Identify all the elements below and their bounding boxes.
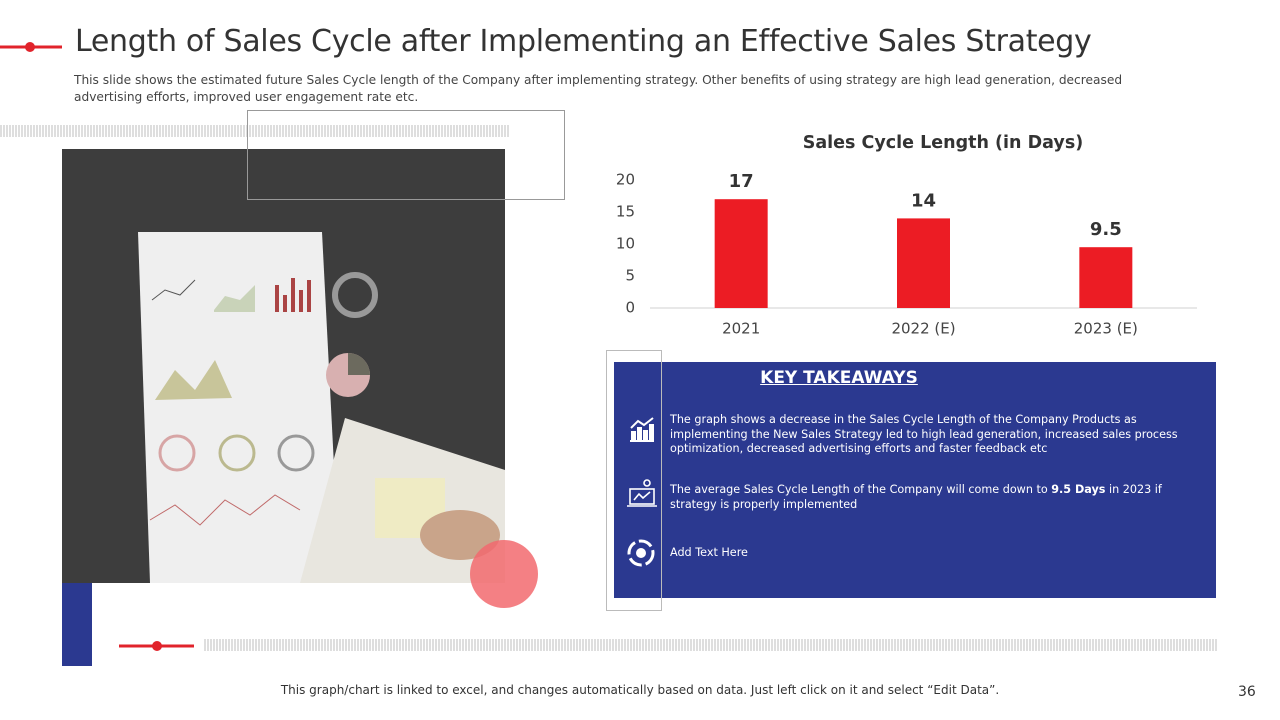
data-label: 14: [911, 190, 936, 211]
takeaway: Add Text Here: [670, 546, 748, 559]
slide-title: Length of Sales Cycle after Implementing…: [75, 24, 1092, 59]
y-tick-label: 0: [625, 299, 635, 317]
accent-dot: [152, 641, 162, 651]
takeaway: The graph shows a decrease in the Sales …: [670, 413, 1178, 455]
y-tick-label: 10: [616, 235, 635, 253]
y-tick-label: 15: [616, 203, 635, 221]
page-number: 36: [1238, 684, 1256, 700]
takeaway-text: in 2023 if strategy is properly implemen…: [670, 483, 1162, 511]
hatch: [203, 639, 1218, 651]
y-tick-label: 5: [625, 267, 635, 285]
takeaway: The average Sales Cycle Length of the Co…: [670, 483, 1205, 512]
bar: [1079, 247, 1133, 308]
blue-block: [62, 583, 92, 666]
photo: [62, 149, 505, 583]
subtitle: This slide shows the estimated future Sa…: [74, 73, 1123, 104]
accent-dot: [25, 42, 35, 52]
frame: [606, 350, 662, 611]
footer-note: This graph/chart is linked to excel, and…: [280, 683, 1000, 697]
data-label: 9.5: [1090, 219, 1122, 240]
chart-title: Sales Cycle Length (in Days): [803, 133, 1083, 153]
icon: [627, 479, 657, 507]
decor-circle: [470, 540, 538, 608]
frame: [247, 110, 565, 200]
icon: [627, 539, 655, 567]
bar: [897, 218, 950, 308]
takeaway-bold: 9.5 Days: [1051, 483, 1106, 496]
x-tick-label: 2021: [722, 320, 760, 338]
takeaway-text: The average Sales Cycle Length of the Co…: [670, 483, 1052, 496]
y-tick-label: 20: [616, 171, 635, 189]
x-tick-label: 2023 (E): [1074, 320, 1138, 338]
icon: [630, 417, 654, 442]
bar: [714, 199, 768, 308]
takeaways-panel: [614, 362, 1216, 598]
x-tick-label: 2022 (E): [891, 320, 955, 338]
data-label: 17: [729, 171, 754, 192]
hatch: [0, 125, 510, 137]
takeaways-heading: KEY TAKEAWAYS: [760, 368, 918, 388]
